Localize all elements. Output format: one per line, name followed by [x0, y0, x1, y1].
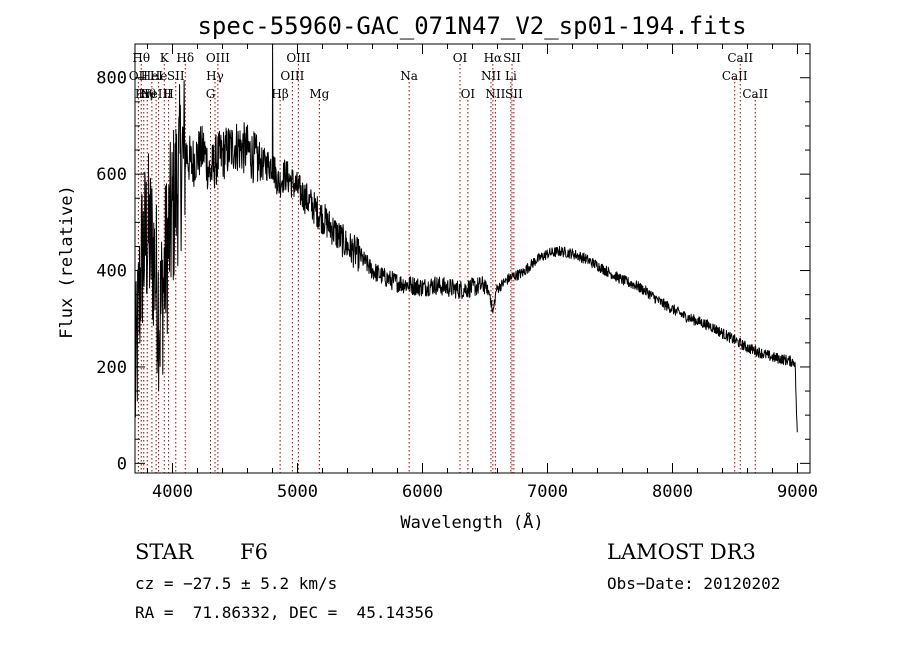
x-tick-label-0: 4000 [152, 482, 193, 502]
subclass-label: F6 [240, 540, 268, 564]
line-marker-label-13: OIII [206, 51, 230, 65]
line-marker-label-6: He [150, 69, 168, 83]
x-tick-label-4: 8000 [652, 482, 693, 502]
line-marker-label-1: Hθ [132, 51, 150, 65]
y-tick-label-0: 0 [117, 454, 127, 474]
line-marker-label-7: K [160, 51, 170, 65]
line-marker-label-27: CaII [722, 69, 748, 83]
line-marker-label-18: Na [400, 69, 418, 83]
line-marker-label-21: NII [481, 69, 501, 83]
y-tick-label-4: 800 [96, 69, 127, 89]
y-tick-label-2: 400 [96, 262, 127, 282]
line-marker-label-25: SII [503, 51, 521, 65]
line-marker-label-16: OIII [286, 51, 310, 65]
line-marker-label-15: OIII [280, 69, 304, 83]
x-tick-label-5: 9000 [777, 482, 818, 502]
chart-title: spec-55960-GAC_071N47_V2_sp01-194.fits [197, 12, 746, 40]
plot-frame [134, 43, 811, 474]
line-marker-label-28: CaII [727, 51, 753, 65]
y-axis-label: Flux (relative) [57, 185, 77, 339]
line-marker-label-26: SII [505, 87, 523, 101]
class-label: STAR [135, 540, 194, 564]
y-tick-label-1: 200 [96, 358, 127, 378]
x-tick-label-3: 7000 [527, 482, 568, 502]
line-marker-label-12: Hγ [206, 69, 224, 83]
cz-readout: cz = −27.5 ± 5.2 km/s [135, 574, 338, 593]
line-marker-label-20: OI [461, 87, 476, 101]
spectrum-line [134, 43, 798, 433]
line-marker-label-8: H [163, 87, 173, 101]
line-marker-label-29: CaII [742, 87, 768, 101]
y-tick-label-3: 600 [96, 165, 127, 185]
x-axis-label: Wavelength (Å) [400, 511, 543, 533]
line-markers: OIIHθHηHθHeINeIIIHeKHSIIHδGHγOIIIHβOIIIO… [129, 51, 768, 473]
plot-line-group [134, 43, 798, 433]
line-marker-label-19: OI [453, 51, 468, 65]
survey-label: LAMOST DR3 [607, 540, 756, 564]
obs-date: Obs−Date: 20120202 [607, 574, 781, 593]
x-tick-label-2: 6000 [402, 482, 443, 502]
coordinates: RA = 71.86332, DEC = 45.14356 [135, 603, 434, 622]
line-marker-label-22: Hα [484, 51, 503, 65]
line-marker-label-23: NII [485, 87, 505, 101]
line-marker-label-24: Li [505, 69, 517, 83]
line-marker-label-4: HeI [141, 69, 164, 83]
line-marker-label-2: Hη [135, 87, 153, 101]
line-marker-label-10: Hδ [176, 51, 194, 65]
line-marker-label-0: OII [129, 69, 149, 83]
axes-group: 4000 5000 6000 7000 8000 9000 0 200 400 600 800 [96, 43, 818, 502]
x-tick-label-1: 5000 [277, 482, 318, 502]
line-marker-label-17: Mg [309, 87, 329, 101]
line-marker-label-11: G [206, 87, 216, 101]
line-marker-label-9: SII [167, 69, 185, 83]
line-marker-label-14: Hβ [271, 87, 288, 101]
